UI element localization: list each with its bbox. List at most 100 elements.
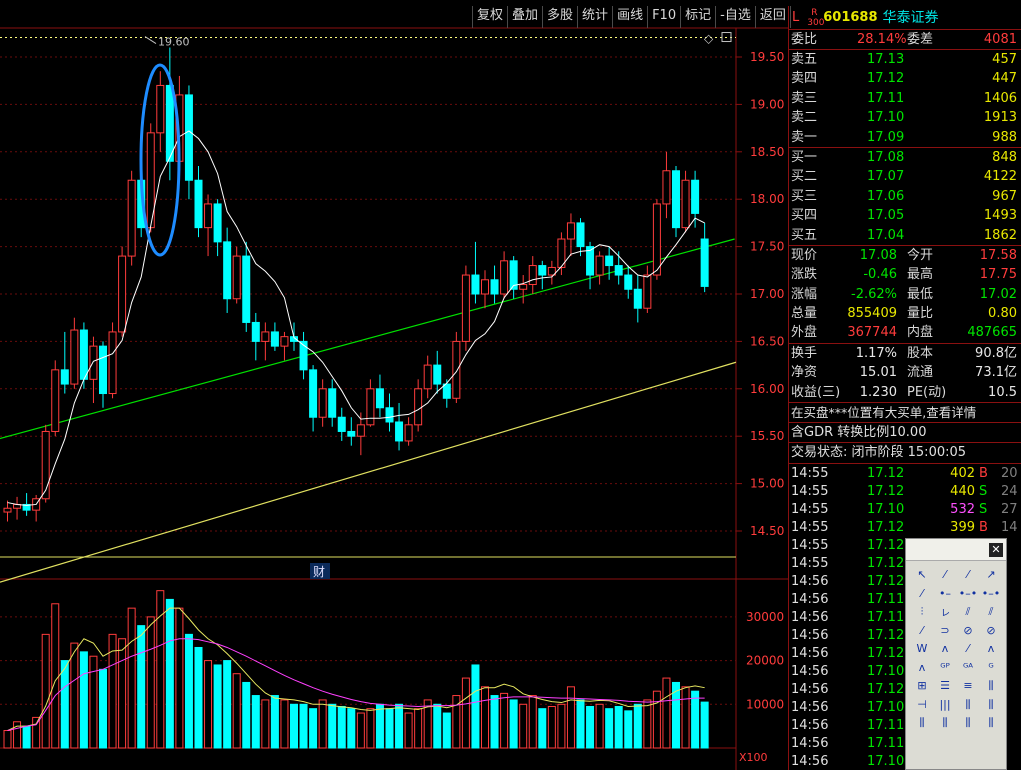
draw-tool-icon[interactable]: ᴳ <box>988 660 994 674</box>
draw-tool-icon[interactable]: ⊞ <box>917 679 927 692</box>
flag-r300: R 300 <box>807 7 825 28</box>
draw-tool-icon[interactable]: ⫽ <box>965 605 971 618</box>
draw-tool-icon[interactable]: ⁄ <box>967 642 969 655</box>
candle-body <box>605 255 614 267</box>
draw-tool-icon[interactable]: ⁄ <box>921 586 923 600</box>
candle-body <box>194 179 203 229</box>
big-order-notice[interactable]: 在买盘***位置有大买单,查看详情 <box>789 403 1021 424</box>
peak-pointer <box>144 36 157 44</box>
draw-tool-icon[interactable]: ⫼ <box>988 697 994 711</box>
toolbar-btn-5[interactable]: F10 <box>647 6 680 28</box>
toolbar-btn-7[interactable]: -自选 <box>715 6 755 28</box>
volume-bar <box>605 708 614 749</box>
candle-body <box>557 238 566 268</box>
draw-tool-icon[interactable]: ᴳᴬ <box>962 660 974 674</box>
draw-tool-icon[interactable]: W <box>916 642 928 655</box>
kline-chart[interactable]: 19.50 19.00 18.50 18.00 17.50 17.00 16.50 16.00… <box>0 0 788 770</box>
candle-body <box>51 369 60 432</box>
toolbar-btn-4[interactable]: 画线 <box>612 6 647 28</box>
draw-tool-icon[interactable]: •– <box>939 586 951 600</box>
candle-body <box>79 329 88 380</box>
toolbar-btn-8[interactable]: 返回 <box>754 6 791 28</box>
toolbar-btn-0[interactable]: 复权 <box>472 6 507 28</box>
draw-tool-icon[interactable]: ⊘ <box>963 623 973 637</box>
candle-body <box>662 170 671 205</box>
draw-tool-icon[interactable]: ⁄ <box>944 568 946 581</box>
draw-tool-icon[interactable]: ʌ <box>918 660 926 674</box>
candle-body <box>471 274 480 295</box>
volume-bar <box>595 703 604 749</box>
price-axis-label: 18.50 <box>750 145 784 159</box>
toolbar-btn-2[interactable]: 多股 <box>542 6 577 28</box>
draw-tool-icon[interactable]: ⊘ <box>986 623 996 637</box>
candle-body <box>414 388 423 426</box>
toolbar-btn-1[interactable]: 叠加 <box>507 6 542 28</box>
draw-tool-icon[interactable]: ⫽ <box>988 605 994 618</box>
trade-status: 交易状态: 闭市阶段 15:00:05 <box>789 443 1021 465</box>
toolbar-btn-3[interactable]: 统计 <box>577 6 612 28</box>
draw-tool-icon[interactable]: •–• <box>958 586 978 600</box>
volume-bar <box>566 686 575 749</box>
draw-tool-icon[interactable]: •–• <box>981 586 1001 600</box>
draw-tool-icon[interactable]: ||| <box>939 697 951 711</box>
draw-tool-icon[interactable]: ㇾ <box>939 605 951 618</box>
draw-tool-icon[interactable]: ⫶ <box>920 605 924 618</box>
volume-bar <box>490 695 499 749</box>
volume-bar <box>261 699 270 749</box>
cai-marker-bg <box>310 563 330 579</box>
draw-tool-icon[interactable]: ⫼ <box>988 716 994 729</box>
bid-row: 买二 17.07 4122 <box>791 169 1017 185</box>
draw-tool-icon[interactable]: ⁄ <box>967 568 969 581</box>
candlesticks[interactable] <box>3 47 709 522</box>
trend-lines[interactable] <box>0 238 737 583</box>
draw-tool-icon[interactable]: ⁄ <box>921 623 923 637</box>
draw-tool-icon[interactable]: ʌ <box>941 642 949 655</box>
draw-tool-icon[interactable]: ʌ <box>987 642 995 655</box>
price-axis-label: 19.50 <box>750 50 784 64</box>
toolbar-btn-6[interactable]: 标记 <box>680 6 715 28</box>
drawing-panel-header[interactable]: ✕ <box>906 539 1006 561</box>
vol-ma-yellow <box>7 607 705 731</box>
volume-bar <box>213 664 222 749</box>
stat-row: 外盘 367744 内盘 487665 <box>791 325 1017 341</box>
volume-bar <box>223 660 232 749</box>
draw-tool-icon[interactable]: ⫼ <box>988 679 994 692</box>
stat-row: 涨幅 -2.62% 最低 17.02 <box>791 286 1017 302</box>
ma5-polyline <box>7 130 705 506</box>
trendline-yellow <box>0 361 737 583</box>
volume-bar <box>471 664 480 749</box>
draw-tool-icon[interactable]: ᴳᴾ <box>940 660 950 674</box>
candle-body <box>442 383 451 399</box>
close-icon[interactable]: ✕ <box>989 543 1003 557</box>
tick-row: 14:55 17.12 402 B 20 <box>791 466 1018 482</box>
draw-tool-icon[interactable]: ☰ <box>940 679 950 692</box>
volume-bar <box>433 703 442 749</box>
draw-tool-icon[interactable]: ↗ <box>986 568 996 581</box>
candle-body <box>586 246 595 276</box>
volume-bar <box>60 660 69 749</box>
candle-body <box>404 424 413 442</box>
volume-bar <box>232 673 241 749</box>
volume-axis-labels: 30000 20000 10000 X100 <box>739 610 784 764</box>
draw-tool-icon[interactable]: ⫼ <box>965 697 971 711</box>
draw-tool-icon[interactable]: ⫼ <box>965 716 971 729</box>
draw-tool-icon[interactable]: ↖ <box>917 568 927 581</box>
candle-body <box>184 94 193 181</box>
volume-bar <box>127 607 136 749</box>
draw-tool-icon[interactable]: ⊣ <box>917 697 927 711</box>
draw-tool-icon[interactable]: ⊃ <box>940 623 950 637</box>
candle-body <box>213 203 222 243</box>
candle-body <box>500 260 509 295</box>
tick-row: 14:56 17.10 <box>791 664 905 680</box>
volume-bar <box>290 703 298 749</box>
tick-row: 14:55 17.12 <box>791 556 905 572</box>
candle-body <box>614 265 623 276</box>
volume-bar <box>385 708 394 749</box>
draw-tool-icon[interactable]: ≡ <box>963 679 973 692</box>
candle-body <box>528 265 537 286</box>
volume-bar <box>318 699 327 749</box>
draw-tool-icon[interactable]: ⫼ <box>919 716 925 729</box>
volume-bar <box>672 681 680 749</box>
draw-tool-icon[interactable]: ⫼ <box>942 716 948 729</box>
